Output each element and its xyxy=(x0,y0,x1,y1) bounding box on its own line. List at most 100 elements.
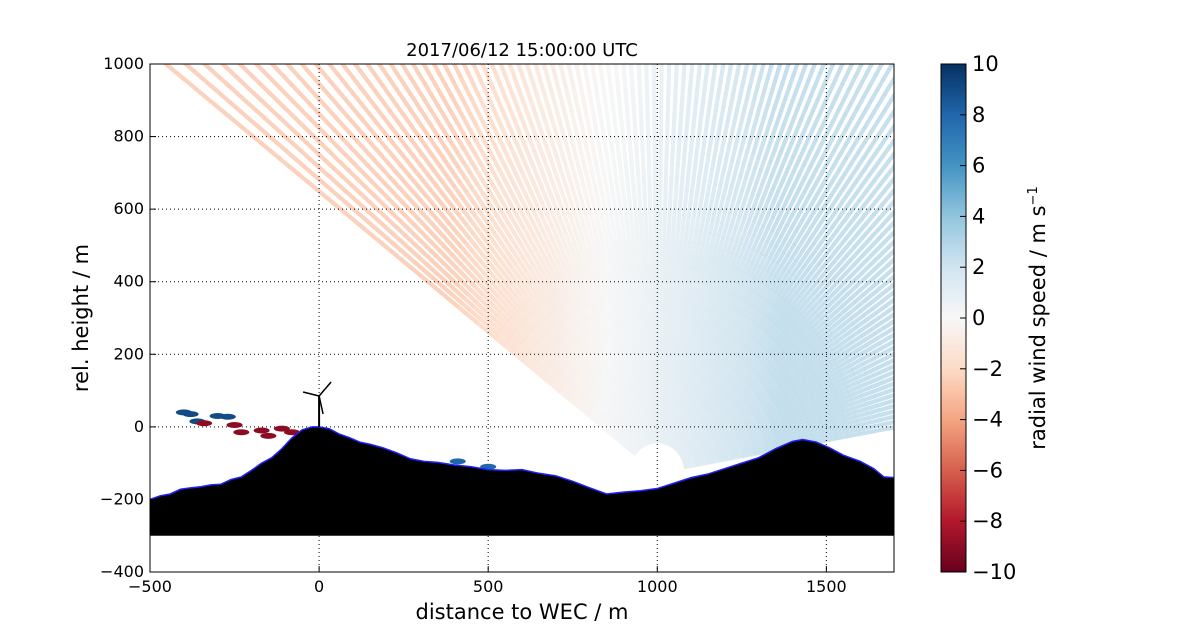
scan-segment xyxy=(575,69,583,84)
scan-segment xyxy=(836,172,847,187)
scan-segment xyxy=(667,341,674,356)
scan-segment xyxy=(560,192,569,208)
scan-segment xyxy=(623,87,629,102)
scan-segment xyxy=(723,351,735,366)
scan-segment xyxy=(782,362,796,374)
scan-segment xyxy=(778,336,792,350)
scan-segment xyxy=(824,242,836,256)
scan-segment xyxy=(750,181,759,196)
scan-segment xyxy=(603,284,611,299)
scan-segment xyxy=(691,113,697,129)
scan-segment xyxy=(554,293,565,308)
scan-segment xyxy=(435,134,447,148)
scan-segment xyxy=(808,420,822,429)
scan-segment xyxy=(467,236,479,250)
scan-segment xyxy=(589,170,597,185)
scan-segment xyxy=(588,249,597,264)
scan-segment xyxy=(480,119,491,134)
scan-segment xyxy=(882,98,894,113)
scan-segment xyxy=(554,340,567,354)
scan-segment xyxy=(597,207,605,222)
scan-segment xyxy=(444,174,457,188)
scan-segment xyxy=(897,63,904,75)
plot-area xyxy=(150,37,916,572)
scan-segment xyxy=(282,74,295,88)
scan-segment xyxy=(861,84,872,99)
scan-segment xyxy=(505,340,518,352)
scan-segment xyxy=(755,183,765,198)
scan-segment xyxy=(790,313,803,326)
scan-segment xyxy=(700,296,709,312)
scan-segment xyxy=(689,177,696,192)
scan-segment xyxy=(517,259,529,273)
scan-segment xyxy=(690,242,697,257)
scan-segment xyxy=(703,325,713,340)
scan-segment xyxy=(880,420,894,427)
scan-segment xyxy=(663,277,669,292)
scan-segment xyxy=(373,105,386,119)
scan-segment xyxy=(752,382,766,395)
scan-segment xyxy=(405,159,418,173)
scan-segment xyxy=(669,163,675,177)
scan-segment xyxy=(687,75,694,90)
scan-segment xyxy=(802,179,813,194)
near-ground-return xyxy=(260,432,277,439)
scan-segment xyxy=(536,231,547,246)
scan-segment xyxy=(610,243,617,258)
scan-segment xyxy=(422,128,434,143)
scan-segment xyxy=(516,129,526,144)
scan-segment xyxy=(569,110,577,125)
scan-segment xyxy=(330,188,343,201)
scan-segment xyxy=(499,291,512,304)
scan-segment xyxy=(567,176,576,192)
scan-segment xyxy=(585,237,594,252)
scan-segment xyxy=(377,187,391,201)
scan-segment xyxy=(790,88,799,103)
scan-segment xyxy=(530,220,541,235)
scan-segment xyxy=(692,101,699,116)
scan-segment xyxy=(839,340,854,352)
scan-segment xyxy=(821,207,832,222)
y-tick-label: 0 xyxy=(134,417,144,436)
scan-segment xyxy=(794,265,806,279)
scan-segment xyxy=(455,266,468,279)
scan-segment xyxy=(441,193,454,207)
scan-segment xyxy=(554,308,565,323)
scan-segment xyxy=(680,278,687,294)
scan-segment xyxy=(676,138,682,153)
scan-segment xyxy=(598,155,606,170)
scan-segment xyxy=(769,162,779,177)
scan-segment xyxy=(479,134,490,149)
scan-segment xyxy=(437,288,451,301)
scan-segment xyxy=(612,230,619,245)
scan-segment xyxy=(782,45,786,58)
scan-segment xyxy=(769,293,781,307)
scan-segment xyxy=(619,332,627,347)
scan-segment xyxy=(696,269,704,284)
scan-segment xyxy=(807,294,820,308)
scan-segment xyxy=(903,412,916,415)
scan-segment xyxy=(864,311,878,323)
scan-segment xyxy=(697,335,706,351)
scan-segment xyxy=(328,150,342,164)
scan-segment xyxy=(823,276,836,290)
scan-segment xyxy=(235,91,249,104)
scan-segment xyxy=(485,74,495,89)
scan-segment xyxy=(636,175,642,190)
scan-segment xyxy=(514,158,524,173)
scan-segment xyxy=(537,274,549,289)
scan-segment xyxy=(589,196,598,211)
scan-segment xyxy=(749,431,763,440)
scan-segment xyxy=(855,415,870,424)
scan-segment xyxy=(838,275,852,289)
scan-segment xyxy=(766,323,779,337)
scan-segment xyxy=(698,243,706,259)
scan-segment xyxy=(578,173,586,188)
scan-segment xyxy=(756,417,771,427)
scan-segment xyxy=(830,37,835,50)
scan-segment xyxy=(794,118,804,133)
scan-segment xyxy=(782,386,797,398)
scan-segment xyxy=(450,169,462,184)
scan-segment xyxy=(725,225,734,240)
scan-segment xyxy=(585,348,596,362)
